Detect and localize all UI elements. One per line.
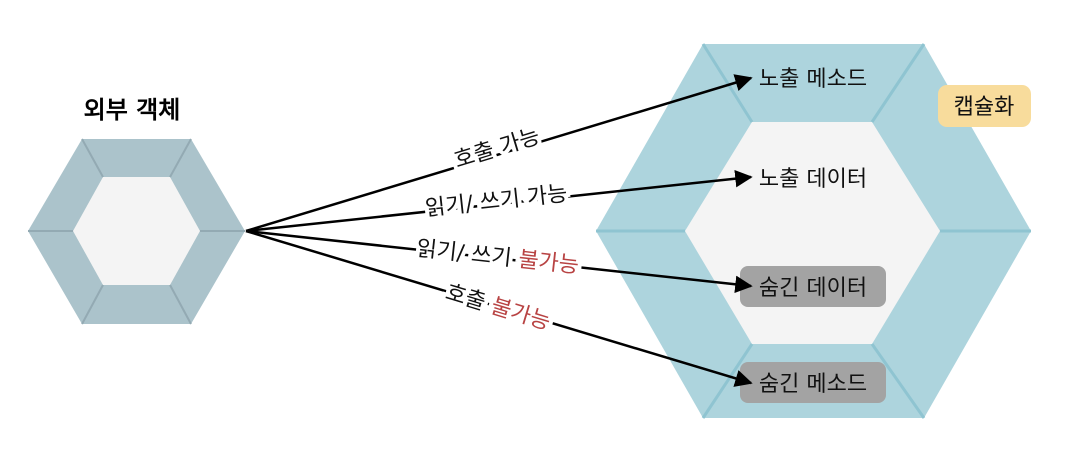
hidden-method-label: 숨긴 메소드	[759, 372, 867, 397]
arrow-rw-hidden-data	[245, 229, 753, 293]
capsule-badge-box	[938, 85, 1031, 127]
public-data-label: 노출 데이터	[759, 167, 867, 192]
external-object-title: 외부 객체	[84, 96, 181, 124]
hidden-data-label: 숨긴 데이터	[759, 276, 867, 301]
external-hex-inner	[73, 177, 200, 285]
public-method-label: 노출 메소드	[759, 67, 867, 92]
arrow-label-rw-no: 읽기/ 쓰기 불가능	[415, 236, 580, 278]
access-arrows	[245, 74, 753, 387]
impossible-text: 불가능	[517, 247, 580, 278]
capsule-hex-divider-lines	[596, 43, 1031, 419]
external-hex-divider-lines	[28, 138, 245, 325]
hidden-method-box	[740, 362, 886, 403]
arrow-call-hidden-method	[245, 229, 753, 387]
arrow-label-call-no: 호출 불가능	[442, 280, 553, 335]
arrow-call-public-method	[245, 74, 753, 233]
arrow-label-rw-ok: 읽기/ 쓰기 가능	[424, 182, 569, 222]
impossible-text: 불가능	[488, 294, 553, 336]
arrow-label-call-ok: 호출 가능	[451, 124, 542, 173]
external-object: 외부 객체	[28, 96, 245, 325]
arrow-rw-public-data	[245, 169, 753, 233]
capsule-badge-label: 캡슐화	[954, 95, 1015, 120]
hidden-data-box	[740, 266, 886, 307]
encapsulated-object: 캡슐화 노출 메소드 노출 데이터 숨긴 데이터 숨긴 메소드	[596, 43, 1031, 419]
